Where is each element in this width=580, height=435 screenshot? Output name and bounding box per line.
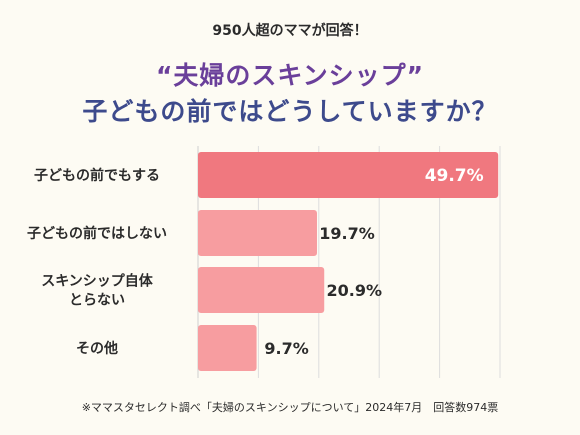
category-label: とらない [69, 293, 125, 309]
category-label: スキンシップ自体 [41, 273, 154, 290]
bar [198, 267, 325, 313]
category-label: その他 [76, 340, 118, 357]
category-label: 子どもの前でもする [34, 167, 160, 184]
category-label: 子どもの前ではしない [27, 225, 167, 242]
source-note: ※ママスタセレクト調べ「夫婦のスキンシップについて」2024年7月 回答数974… [81, 401, 499, 414]
bar [198, 152, 499, 198]
chart-title-line-1: “夫婦のスキンシップ” [155, 61, 425, 90]
bar-value-label: 20.9% [326, 281, 382, 300]
bar [198, 210, 317, 256]
bar-value-label: 9.7% [264, 339, 308, 358]
bar-value-label: 19.7% [319, 224, 375, 243]
bar [198, 325, 257, 371]
chart-title-line-2: 子どもの前ではどうしていますか？ [82, 97, 498, 126]
bar-value-label: 49.7% [425, 166, 484, 186]
chart-subtitle: 950人超のママが回答！ [212, 23, 368, 39]
